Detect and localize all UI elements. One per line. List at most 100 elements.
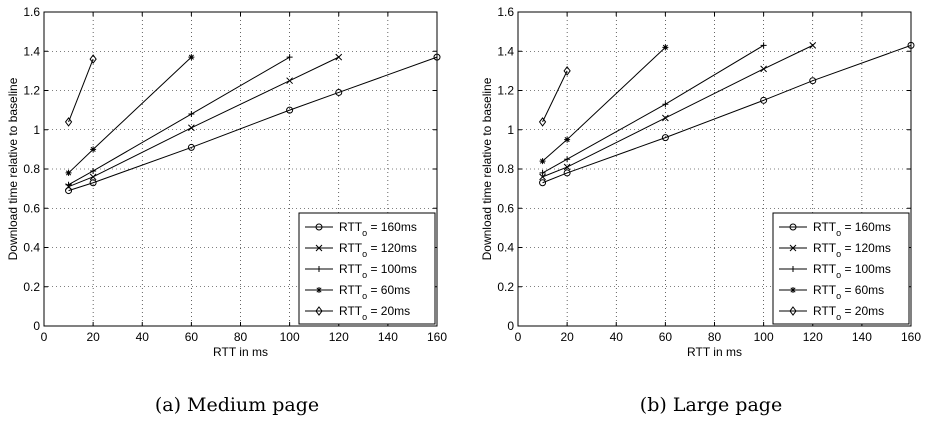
series-1 [65,53,343,191]
x-tick-label: 80 [708,330,722,344]
legend-item: RTTo = 20ms [305,304,410,322]
series-3 [65,54,195,176]
series-0 [65,53,441,195]
data-point [809,42,817,49]
legend-marker [315,223,323,231]
y-tick-label: 0.2 [497,280,514,294]
y-tick-label: 0 [33,319,40,333]
data-point [90,167,97,174]
y-tick-label: 0.8 [23,162,40,176]
y-tick-label: 1 [507,123,514,137]
x-tick-label: 20 [86,330,100,344]
data-point [286,54,293,61]
data-point [335,88,343,96]
legend-item: RTTo = 60ms [779,283,884,301]
legend-item: RTTo = 100ms [779,262,891,280]
y-tick-label: 1 [33,123,40,137]
y-tick-label: 0.6 [497,201,514,215]
data-point [539,173,546,181]
x-tick-label: 40 [610,330,624,344]
grid [44,12,437,326]
data-point [90,146,97,153]
legend-label: RTTo = 120ms [339,241,417,259]
data-point [286,106,294,114]
grid [518,12,911,326]
legend: RTTo = 160ms RTTo = 120ms RTTo = 100ms RTTo… [298,212,436,325]
x-tick-label: 100 [754,330,774,344]
x-tick-label: 160 [427,330,447,344]
series-line [68,56,290,186]
legend-marker [315,244,323,252]
x-tick-label: 120 [329,330,349,344]
y-tick-label: 1.6 [23,5,40,19]
series-0 [539,41,915,187]
data-point [188,54,195,61]
legend-label: RTTo = 100ms [339,262,417,280]
data-point [760,42,767,49]
series-4 [538,66,571,127]
y-axis-label: Download time relative to baseline [6,77,20,260]
data-point [433,53,441,61]
data-point [661,134,669,142]
x-tick-label: 0 [515,330,522,344]
legend-marker [790,287,796,293]
data-point [188,111,195,118]
data-point [539,169,546,176]
legend-label: RTTo = 120ms [813,241,891,259]
data-point [809,77,817,85]
y-tick-label: 0.2 [23,280,40,294]
legend-marker [315,306,323,316]
legend-item: RTTo = 120ms [779,241,891,259]
y-tick-label: 0.4 [497,241,514,255]
data-point [563,163,571,171]
y-tick-label: 0.6 [23,201,40,215]
x-tick-label: 60 [185,330,199,344]
legend-item: RTTo = 20ms [779,304,884,322]
caption-large-page: (b) Large page [639,394,783,416]
data-point [65,181,72,188]
data-point [64,117,73,127]
series-line [542,44,912,184]
chart-large-page: 0 20 40 60 80 100 120 140 160 0 0.2 0.4 0.6 0.8 1 1.2 1.… [480,5,921,359]
data-point [564,156,571,163]
data-point [538,117,547,127]
legend-label: RTTo = 60ms [339,283,410,301]
series-3 [539,44,669,165]
legend-marker [316,266,322,272]
data-point [564,136,571,143]
legend: RTTo = 160ms RTTo = 120ms RTTo = 100ms RTTo… [772,212,910,325]
x-tick-label: 20 [560,330,574,344]
series-2 [539,42,767,176]
x-axis-label: RTT in ms [213,345,268,359]
legend-label: RTTo = 160ms [813,220,891,238]
legend-label: RTTo = 60ms [813,283,884,301]
x-tick-label: 60 [659,330,673,344]
legend-item: RTTo = 120ms [305,241,417,259]
series-line [542,70,568,123]
legend-label: RTTo = 20ms [813,304,884,322]
legend-item: RTTo = 100ms [305,262,417,280]
x-tick-label: 160 [901,330,921,344]
data-point [563,169,571,177]
x-tick-label: 80 [234,330,248,344]
data-point [335,53,343,61]
series-line [68,58,94,123]
caption-medium-page: (a) Medium page [154,394,320,416]
data-point [286,77,293,85]
data-point [187,143,195,151]
y-tick-label: 1.2 [23,84,40,98]
x-tick-label: 100 [280,330,300,344]
data-point [662,114,669,122]
series-line [68,56,339,188]
x-tick-label: 40 [136,330,150,344]
series-line [542,44,764,174]
chart-panel-large-page: 0 20 40 60 80 100 120 140 160 0 0.2 0.4 0.6 0.8 1 1.2 1.… [474,0,948,430]
series-line [542,44,813,178]
legend-marker [789,244,797,252]
data-point [188,124,195,132]
series-4 [64,54,97,127]
x-tick-label: 0 [41,330,48,344]
x-tick-label: 140 [852,330,872,344]
y-tick-label: 1.6 [497,5,514,19]
data-point [89,54,97,64]
